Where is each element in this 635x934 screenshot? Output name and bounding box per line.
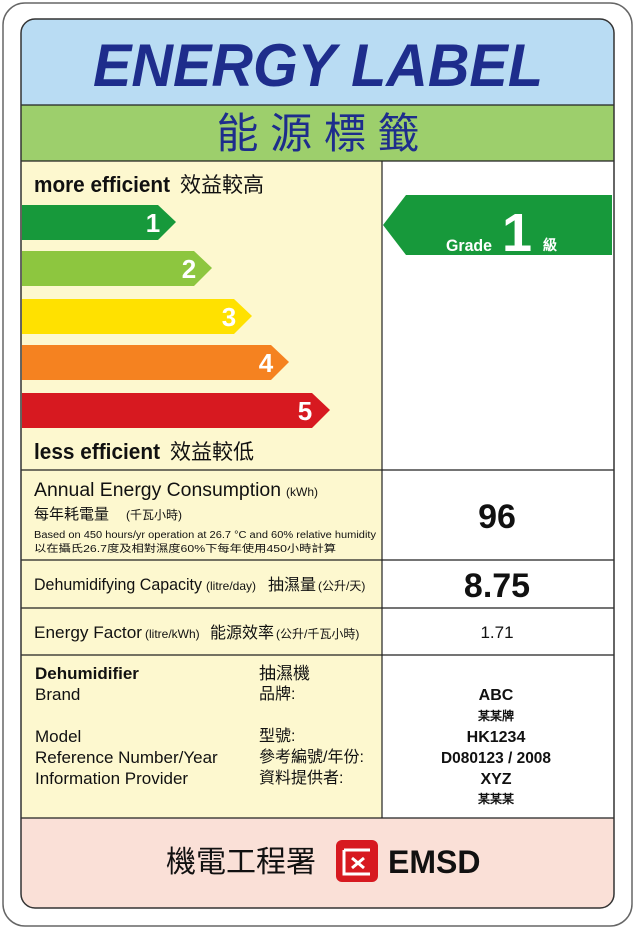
bottom-label-zh: 效益較低 <box>170 441 254 464</box>
grade-number: 2 <box>182 254 196 284</box>
inner-border <box>20 18 615 909</box>
top-label-zh: 效益較高 <box>180 174 264 197</box>
info-value: ABC <box>479 687 514 704</box>
title: ENERGY LABEL <box>93 32 543 99</box>
grade-arrow <box>22 299 252 334</box>
footer-band <box>21 818 614 908</box>
product: Dehumidifier <box>35 664 139 683</box>
grade-number: 1 <box>146 208 160 238</box>
row-label-zh: 每年耗電量 <box>34 506 109 523</box>
grade-number: 3 <box>222 302 236 332</box>
info-label: Information Provider <box>35 769 188 788</box>
info-value: XYZ <box>480 771 511 788</box>
row-note-zh: 以在攝氏26.7度及相對濕度60%下每年使用450小時計算 <box>34 542 336 555</box>
dividers <box>21 104 614 819</box>
title-band <box>21 19 614 105</box>
info-label: Model <box>35 727 81 746</box>
capacity-value: 8.75 <box>464 567 530 605</box>
consumption-value: 96 <box>478 498 516 536</box>
grade-number: 5 <box>298 396 312 426</box>
row-label: Dehumidifying Capacity <box>34 575 202 594</box>
row-unit: (litre/day) <box>206 579 256 593</box>
row-label: Annual Energy Consumption <box>34 480 281 501</box>
grade-arrow <box>22 251 212 286</box>
info-label-zh: 參考編號/年份: <box>259 748 364 766</box>
agency: EMSD <box>388 844 480 880</box>
agency-logo-mark <box>342 848 370 876</box>
factor-value: 1.71 <box>480 623 513 642</box>
right-panel <box>382 161 614 818</box>
info-value: D080123 / 2008 <box>441 750 551 767</box>
grade-arrow <box>22 205 176 240</box>
info-value: 某某牌 <box>478 708 514 723</box>
info-value: 某某某 <box>478 791 515 806</box>
rating-label: Grade <box>446 236 492 255</box>
subtitle-band <box>21 105 614 161</box>
row-unit: (litre/kWh) <box>145 627 200 641</box>
row-note: Based on 450 hours/yr operation at 26.7 … <box>34 530 376 541</box>
grade-arrow <box>22 393 330 428</box>
row-unit-zh: (公升/天) <box>318 579 365 593</box>
info-label-zh: 資料提供者: <box>259 769 343 787</box>
grade-number: 4 <box>259 348 274 378</box>
row-unit-zh: (公升/千瓦小時) <box>276 627 359 641</box>
info-label-zh: 品牌: <box>259 685 295 703</box>
info-label: Brand <box>35 685 80 704</box>
row-unit-zh: (千瓦小時) <box>126 508 182 522</box>
info-label-zh: 型號: <box>259 727 295 745</box>
rating-unit: 級 <box>543 237 557 253</box>
bottom-label: less efficient <box>34 439 161 464</box>
row-label-zh: 能源效率 <box>210 624 274 642</box>
rating-value: 1 <box>502 203 532 263</box>
row-unit: (kWh) <box>286 485 318 499</box>
top-label: more efficient <box>34 172 171 197</box>
product-zh: 抽濕機 <box>259 664 310 683</box>
grade-arrow <box>22 345 289 380</box>
agency-zh: 機電工程署 <box>166 846 316 879</box>
rating-arrow <box>383 195 612 255</box>
info-label: Reference Number/Year <box>35 748 218 767</box>
title-zh: 能 源 標 籤 <box>216 110 419 157</box>
row-label-zh: 抽濕量 <box>268 576 316 594</box>
row-label: Energy Factor <box>34 623 142 642</box>
info-value: HK1234 <box>467 729 526 746</box>
